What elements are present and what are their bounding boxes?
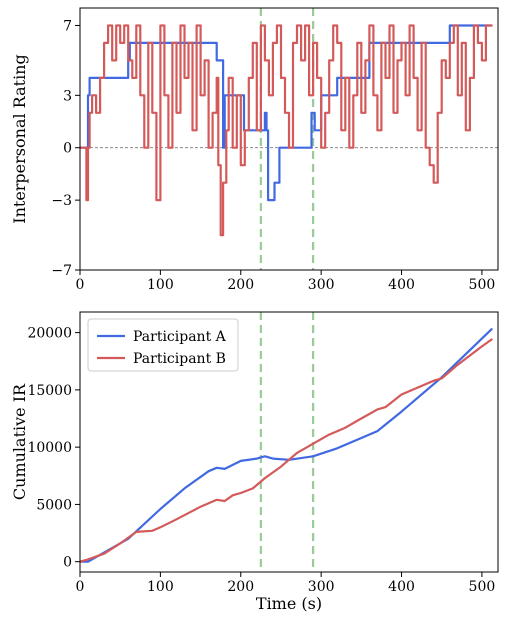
x-tick-label: 500 xyxy=(469,579,496,595)
x-tick-label: 200 xyxy=(227,579,254,595)
x-tick-label: 100 xyxy=(147,277,174,293)
series-line-participant-b xyxy=(80,338,493,563)
x-tick-label: 100 xyxy=(147,579,174,595)
x-tick-label: 400 xyxy=(388,579,415,595)
chart-panel-2: 0 100 200 300 400 50005000100001500020000Cumu… xyxy=(10,311,499,613)
series-line-participant-a xyxy=(80,24,493,202)
y-tick-label: 10000 xyxy=(27,440,72,456)
x-tick-label: 300 xyxy=(308,277,335,293)
legend-label-participant-b: Participant B xyxy=(133,351,226,367)
y-tick-label: 3 xyxy=(63,88,72,104)
x-tick-label: 400 xyxy=(388,277,415,293)
series-line-participant-b xyxy=(80,24,493,237)
y-axis-label: Interpersonal Rating xyxy=(10,54,29,223)
chart-legend: Participant A Participant B xyxy=(87,318,239,372)
y-tick-label: 5000 xyxy=(36,497,72,513)
x-tick-label: 0 xyxy=(76,277,85,293)
y-tick-label: 0 xyxy=(63,141,72,157)
y-tick-label: 20000 xyxy=(27,326,72,342)
y-tick-label: 0 xyxy=(63,555,72,571)
series-line-participant-a xyxy=(80,328,493,563)
legend-label-participant-a: Participant A xyxy=(133,329,227,345)
x-tick-label: 200 xyxy=(227,277,254,293)
axes-frame xyxy=(79,311,499,573)
chart-panel-1: 0 100 200 300 400 500 −7 −3 0 3 7 Interpersonal Rat… xyxy=(10,7,499,293)
y-tick-label: −7 xyxy=(51,263,72,279)
y-tick-label: 15000 xyxy=(27,383,72,399)
x-axis-label: Time (s) xyxy=(256,594,322,612)
x-tick-label: 300 xyxy=(308,579,335,595)
x-tick-label: 0 xyxy=(76,579,85,595)
y-tick-label: 7 xyxy=(63,18,72,34)
x-tick-label: 500 xyxy=(469,277,496,293)
y-axis-label: Cumulative IR xyxy=(10,383,29,500)
axes-frame xyxy=(79,7,499,271)
y-tick-label: −3 xyxy=(51,193,72,209)
legend-box xyxy=(87,318,239,372)
